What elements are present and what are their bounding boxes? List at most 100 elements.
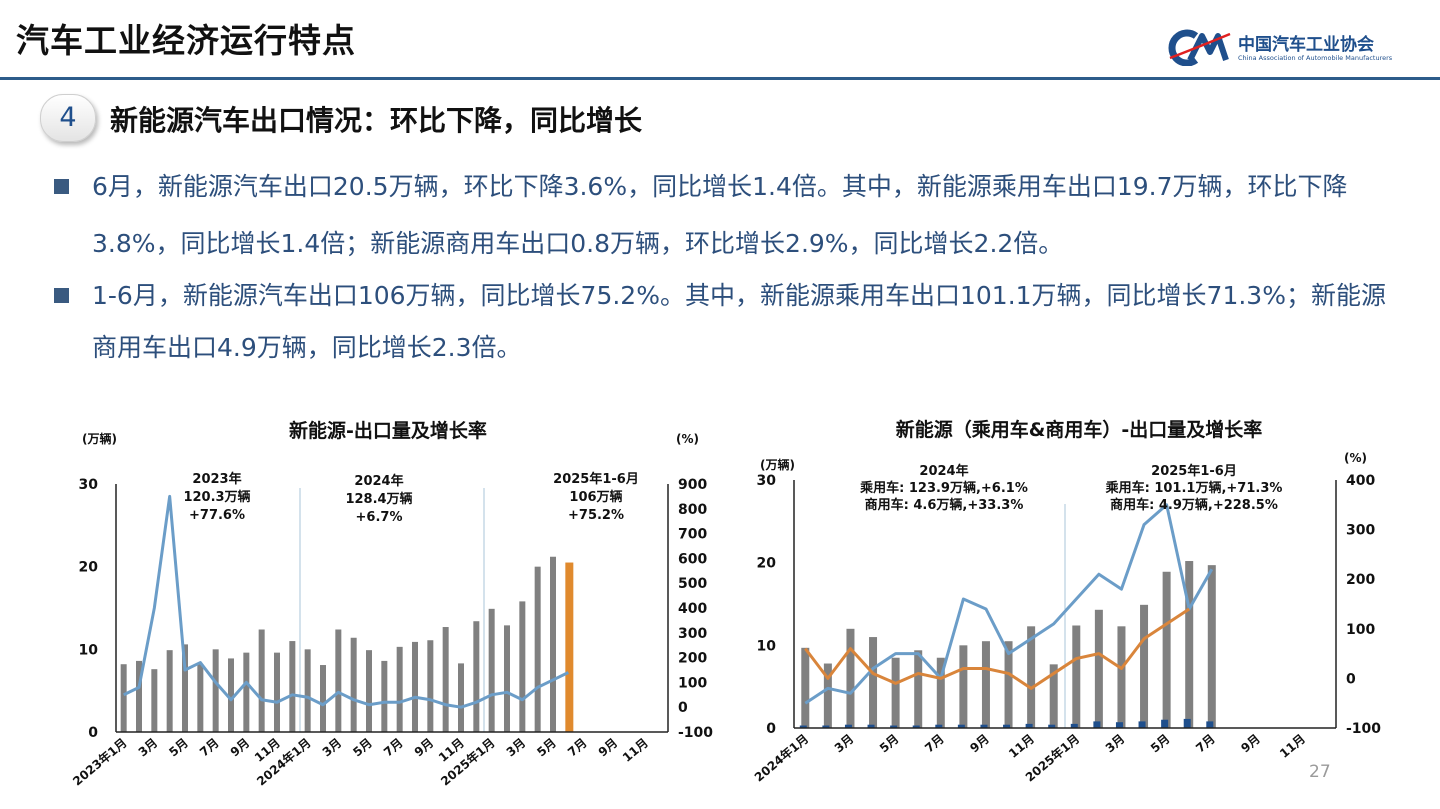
bar bbox=[412, 641, 418, 732]
x-tick-label: 11月 bbox=[1277, 732, 1308, 761]
chart-annotation: +6.7% bbox=[356, 510, 403, 525]
bar bbox=[519, 601, 526, 732]
bar bbox=[228, 658, 234, 732]
bar-commercial bbox=[980, 724, 988, 728]
bar bbox=[274, 652, 280, 732]
bar-commercial bbox=[1048, 724, 1056, 728]
chart-annotation: 商用车: 4.9万辆,+228.5% bbox=[1110, 497, 1278, 513]
x-tick-label: 5月 bbox=[534, 736, 559, 760]
x-tick-label: 5月 bbox=[166, 736, 191, 760]
bar bbox=[151, 669, 158, 732]
y-tick-label: 0 bbox=[88, 725, 98, 741]
y-axis-unit-label: (万辆) bbox=[760, 457, 795, 472]
bar bbox=[823, 663, 832, 728]
bar bbox=[550, 556, 556, 732]
bullet-list: 6月，新能源汽车出口20.5万辆，环比下降3.6%，同比增长1.4倍。其中，新能… bbox=[52, 158, 1392, 374]
bullet-text: 1-6月，新能源汽车出口106万辆，同比增长75.2%。其中，新能源乘用车出口1… bbox=[92, 281, 1386, 362]
bar bbox=[981, 641, 990, 728]
y-axis-unit-label: (万辆) bbox=[82, 431, 117, 446]
bar-commercial bbox=[957, 724, 965, 728]
y2-tick-label: 200 bbox=[1346, 572, 1375, 588]
bar bbox=[366, 650, 372, 732]
bar bbox=[136, 660, 142, 732]
x-tick-label: 11月 bbox=[620, 736, 651, 765]
bar-commercial bbox=[890, 725, 898, 728]
x-tick-label: 9月 bbox=[228, 736, 253, 760]
x-tick-label: 9月 bbox=[596, 736, 621, 760]
logo-name-cn: 中国汽车工业协会 bbox=[1238, 35, 1374, 55]
bar bbox=[289, 641, 296, 732]
x-tick-label: 3月 bbox=[1103, 732, 1128, 756]
chart-nev-pc-exports-svg: 新能源（乘用车&商用车）-出口量及增长率 (万辆) (%) 0 10 20 30 -100 0 1… bbox=[751, 418, 1381, 785]
bar-commercial bbox=[912, 725, 920, 728]
bar bbox=[458, 663, 464, 732]
bar bbox=[1027, 626, 1036, 728]
x-tick-label: 9月 bbox=[1238, 732, 1263, 756]
chart-annotation: 2024年 bbox=[919, 463, 968, 479]
x-tick-label: 3月 bbox=[832, 732, 857, 756]
bar-commercial bbox=[1025, 723, 1033, 728]
chart-annotation: +77.6% bbox=[189, 508, 245, 523]
x-tick-label: 7月 bbox=[922, 732, 947, 756]
y2-tick-label: 400 bbox=[678, 601, 707, 617]
x-tick-label: 7月 bbox=[381, 736, 406, 760]
bar bbox=[197, 664, 204, 732]
y2-tick-label: 600 bbox=[678, 551, 707, 567]
chart-annotation: 商用车: 4.6万辆,+33.3% bbox=[865, 497, 1024, 513]
bullet-h1-exports: 1-6月，新能源汽车出口106万辆，同比增长75.2%。其中，新能源乘用车出口1… bbox=[52, 270, 1392, 374]
bar bbox=[442, 627, 449, 732]
x-tick-label: 9月 bbox=[967, 732, 992, 756]
bar-commercial bbox=[844, 724, 852, 728]
section-title: 新能源汽车出口情况：环比下降，同比增长 bbox=[110, 104, 643, 137]
x-tick-label: 7月 bbox=[565, 736, 590, 760]
bar-commercial bbox=[799, 725, 807, 728]
logo-name-en: China Association of Automobile Manufact… bbox=[1238, 54, 1393, 62]
y2-axis-unit-label: (%) bbox=[1344, 451, 1367, 465]
y2-tick-label: 300 bbox=[1346, 523, 1375, 539]
bullet-square-icon bbox=[54, 288, 69, 303]
bar bbox=[1117, 626, 1126, 728]
bullet-text: 6月，新能源汽车出口20.5万辆，环比下降3.6%，同比增长1.4倍。其中，新能… bbox=[92, 172, 1348, 258]
bar bbox=[488, 608, 495, 732]
bar bbox=[1140, 604, 1149, 728]
section-number-badge: 4 bbox=[40, 94, 96, 142]
y2-tick-label: 400 bbox=[1346, 473, 1375, 489]
y2-tick-label: -100 bbox=[678, 725, 713, 741]
bar bbox=[869, 637, 878, 728]
bar bbox=[473, 621, 480, 732]
y2-tick-label: 200 bbox=[678, 651, 707, 667]
bar bbox=[304, 649, 311, 732]
chart-annotation: 乘用车: 123.9万辆,+6.1% bbox=[859, 480, 1028, 496]
x-tick-label: 5月 bbox=[1148, 732, 1173, 756]
bar bbox=[350, 637, 357, 732]
bar bbox=[1072, 625, 1081, 728]
chart-annotation: 120.3万辆 bbox=[183, 489, 250, 505]
caam-logo-icon bbox=[1168, 29, 1231, 66]
bar bbox=[212, 649, 219, 732]
y-tick-label: 10 bbox=[757, 638, 777, 654]
x-tick-label: 3月 bbox=[504, 736, 529, 760]
y2-axis-unit-label: (%) bbox=[676, 432, 699, 446]
x-tick-label: 11月 bbox=[1006, 732, 1037, 761]
bar bbox=[891, 657, 900, 728]
chart-annotation: 2025年1-6月 bbox=[553, 471, 639, 487]
y2-tick-label: 100 bbox=[678, 675, 707, 691]
bar-commercial bbox=[867, 724, 875, 728]
bar bbox=[565, 562, 574, 732]
bar bbox=[396, 646, 403, 732]
bar bbox=[1004, 641, 1013, 728]
bar-commercial bbox=[1138, 721, 1146, 728]
caam-logo: 中国汽车工业协会 China Association of Automobile… bbox=[1166, 26, 1406, 70]
x-tick-label: 2023年1月 bbox=[70, 735, 130, 789]
y2-tick-label: 300 bbox=[678, 626, 707, 642]
y2-tick-label: 0 bbox=[678, 700, 688, 716]
growth-line bbox=[123, 494, 569, 709]
slide-title: 汽车工业经济运行特点 bbox=[16, 21, 356, 60]
bar bbox=[914, 650, 923, 728]
bar bbox=[427, 640, 434, 732]
bullet-june-exports: 6月，新能源汽车出口20.5万辆，环比下降3.6%，同比增长1.4倍。其中，新能… bbox=[52, 158, 1392, 272]
x-tick-label: 3月 bbox=[320, 736, 345, 760]
bar-commercial bbox=[1093, 721, 1101, 728]
bar bbox=[243, 652, 250, 732]
chart-annotation: 2023年 bbox=[192, 471, 241, 487]
